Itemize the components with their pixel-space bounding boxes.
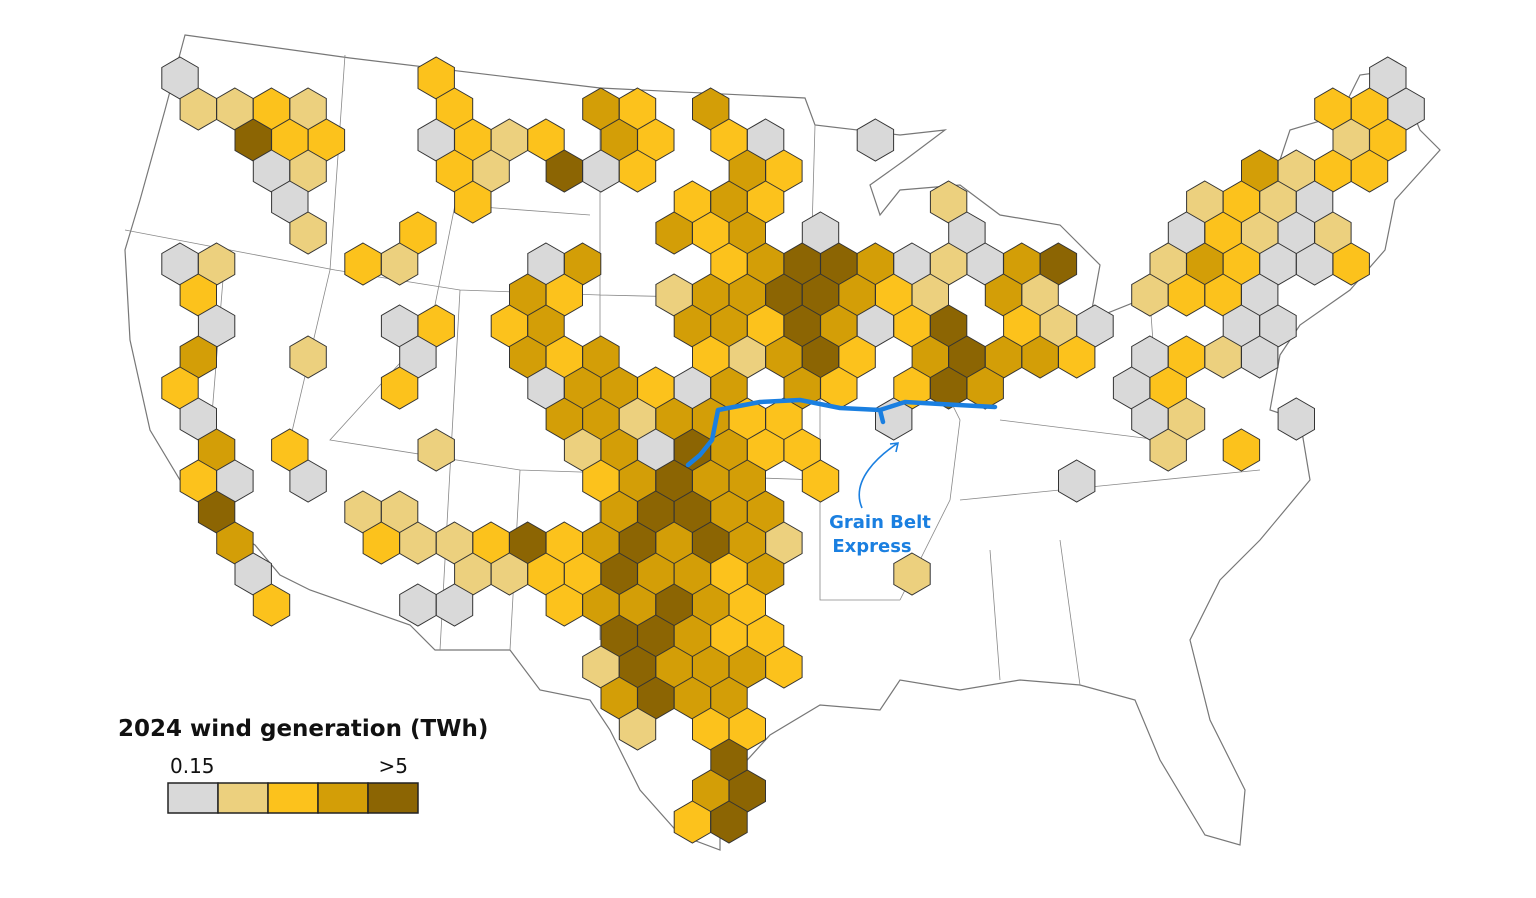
hex-cell	[618, 707, 657, 751]
legend-swatch	[267, 782, 319, 814]
hex-cell	[1058, 335, 1096, 379]
legend-swatch	[217, 782, 269, 814]
hex-cell	[417, 428, 455, 472]
legend-swatch	[167, 782, 219, 814]
hex-cell	[1222, 428, 1261, 472]
legend-min-label: 0.15	[170, 754, 215, 778]
legend-scale	[167, 782, 419, 814]
hex-cell	[618, 149, 657, 193]
annotation-arrow	[858, 442, 900, 509]
grain-belt-line	[685, 397, 998, 468]
hex-cell	[1058, 459, 1096, 503]
hex-cell	[710, 800, 748, 844]
legend-swatch	[367, 782, 419, 814]
annotation-text: Express	[832, 536, 911, 557]
hex-cell	[765, 645, 803, 689]
hex-layer	[161, 56, 1425, 844]
hex-cell	[435, 583, 474, 627]
hex-cell	[1149, 428, 1187, 472]
hex-cell	[1241, 335, 1279, 379]
annotation-text: Grain Belt	[829, 512, 931, 533]
hex-cell	[966, 366, 1004, 410]
hex-cell	[289, 459, 327, 503]
hex-cell	[454, 180, 492, 224]
hex-cell	[380, 242, 419, 286]
hex-cell	[289, 211, 327, 255]
hex-cell	[1332, 242, 1370, 286]
hex-cell	[1350, 149, 1389, 193]
hex-cell	[801, 459, 840, 503]
hex-cell	[1277, 397, 1315, 441]
hex-cell	[252, 583, 291, 627]
legend-swatch	[317, 782, 369, 814]
legend-max-label: >5	[379, 754, 408, 778]
hex-cell	[856, 118, 895, 162]
hex-cell	[289, 335, 327, 379]
legend-title: 2024 wind generation (TWh)	[118, 716, 488, 742]
hex-cell	[380, 366, 419, 410]
hex-cell	[893, 552, 931, 596]
